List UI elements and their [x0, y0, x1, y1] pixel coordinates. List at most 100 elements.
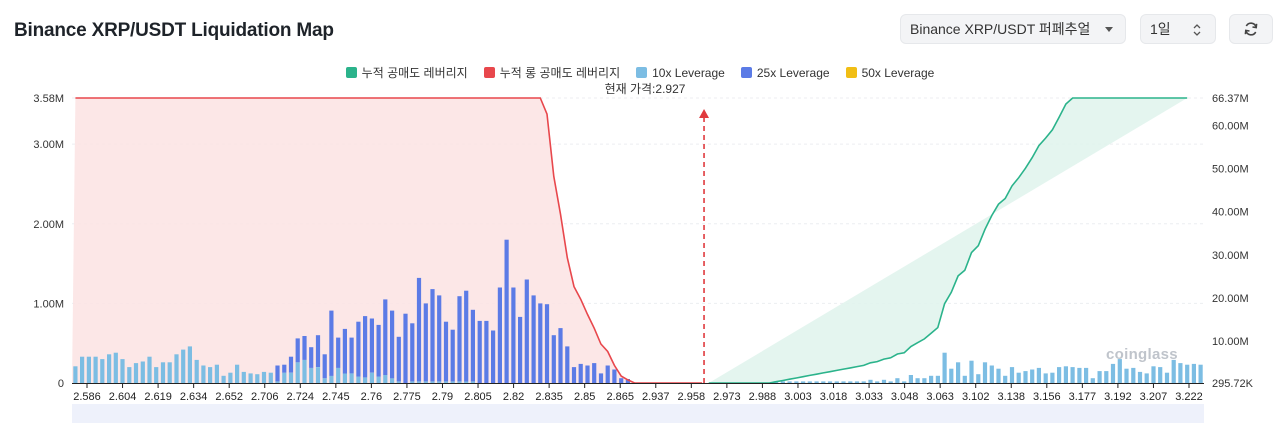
bar-10x [302, 359, 307, 383]
bar-10x [787, 381, 792, 383]
bar-25x [518, 316, 523, 383]
legend-label: 50x Leverage [861, 65, 935, 80]
bar-25x [571, 367, 577, 383]
y-right-tick-label: 60.00M [1212, 120, 1249, 132]
legend-item[interactable]: 25x Leverage [740, 64, 830, 81]
pair-select[interactable]: Binance XRP/USDT 퍼페추얼 [900, 14, 1126, 44]
bar-10x [1158, 367, 1163, 383]
bar-10x [248, 373, 253, 383]
bar-10x [976, 374, 981, 383]
bar-10x [315, 367, 321, 383]
bar-10x [430, 381, 435, 383]
bar-25x [396, 336, 401, 382]
bar-10x [1097, 371, 1102, 383]
bar-10x [369, 372, 374, 383]
bar-10x [1077, 367, 1082, 383]
legend-item[interactable]: 누적 공매도 레버리지 [345, 64, 468, 81]
bar-10x [349, 373, 354, 383]
bar-10x [261, 371, 267, 383]
bar-25x [524, 279, 529, 383]
bar-10x [1151, 366, 1156, 383]
bar-10x [181, 349, 186, 383]
bar-10x [363, 377, 368, 383]
bar-25x [288, 356, 294, 373]
x-tick-label: 3.102 [962, 391, 990, 403]
chart-legend: 누적 공매도 레버리지 누적 롱 공매도 레버리지 10x Leverage 25x … [0, 64, 1280, 81]
bar-25x [504, 239, 509, 383]
period-select[interactable]: 1일 [1140, 14, 1216, 44]
bar-10x [935, 375, 940, 383]
bar-10x [342, 373, 347, 383]
bar-10x [194, 359, 199, 383]
bar-10x [322, 378, 327, 383]
bar-25x [544, 304, 550, 383]
bar-25x [295, 338, 300, 363]
bar-10x [1023, 371, 1028, 383]
legend-item[interactable]: 50x Leverage [845, 64, 935, 81]
page-title: Binance XRP/USDT Liquidation Map [14, 20, 334, 41]
bar-10x [376, 376, 381, 383]
bar-10x [309, 367, 314, 383]
legend-item[interactable]: 누적 롱 공매도 레버리지 [483, 64, 621, 81]
x-tick-label: 2.937 [642, 391, 670, 403]
pair-select-value: Binance XRP/USDT 퍼페추얼 [910, 21, 1091, 37]
x-tick-label: 3.177 [1069, 391, 1097, 403]
bar-10x [282, 372, 287, 383]
up-down-chevron-icon [1193, 24, 1201, 36]
bar-10x [396, 381, 401, 383]
bar-10x [1070, 367, 1075, 383]
bar-25x [497, 287, 502, 383]
bar-10x [780, 381, 785, 383]
bar-10x [989, 365, 994, 383]
bar-10x [1104, 371, 1109, 383]
bar-25x [423, 303, 428, 382]
bar-10x [1110, 363, 1116, 383]
bar-10x [834, 381, 839, 383]
coinglass-watermark: coinglass [1106, 346, 1178, 363]
bar-10x [1043, 373, 1048, 383]
x-tick-label: 2.586 [73, 391, 101, 403]
bar-25x [551, 335, 556, 383]
bar-10x [187, 346, 192, 383]
bar-10x [1198, 364, 1203, 383]
bar-10x [949, 368, 954, 383]
bar-25x [592, 363, 597, 383]
bar-10x [107, 354, 112, 383]
bar-25x [275, 365, 280, 382]
bar-10x [383, 375, 388, 383]
bar-10x [929, 375, 934, 383]
x-tick-label: 2.775 [393, 391, 421, 403]
bar-25x [491, 330, 496, 383]
current-price-label: 현재 가격:2.927 [0, 80, 1280, 97]
x-tick-label: 2.988 [749, 391, 777, 403]
bar-25x [619, 378, 624, 383]
chart-zoom-scrollbar[interactable] [72, 404, 1204, 423]
bar-10x [147, 356, 152, 383]
x-tick-label: 3.003 [784, 391, 812, 403]
bar-10x [174, 354, 179, 383]
legend-label: 누적 롱 공매도 레버리지 [499, 66, 621, 80]
y-left-tick-label: 1.00M [33, 298, 64, 310]
bar-10x [861, 381, 866, 383]
bar-10x [1084, 367, 1089, 383]
legend-item[interactable]: 10x Leverage [636, 64, 725, 81]
legend-swatch [636, 67, 648, 78]
bar-10x [208, 367, 213, 383]
bar-10x [915, 378, 920, 383]
bar-10x [875, 381, 880, 383]
bar-25x [309, 347, 314, 368]
bar-25x [356, 321, 361, 377]
refresh-button[interactable] [1229, 14, 1273, 44]
bar-10x [1050, 372, 1055, 383]
short-cumulative-line [708, 97, 1188, 384]
y-right-tick-label: 20.00M [1212, 293, 1249, 305]
bar-25x [315, 335, 321, 367]
bar-10x [457, 381, 462, 383]
bar-10x [241, 371, 246, 383]
bar-25x [612, 369, 617, 383]
bar-25x [430, 289, 435, 382]
bar-10x [841, 381, 846, 383]
bar-10x [942, 352, 947, 383]
bar-10x [895, 378, 900, 383]
bar-10x [464, 381, 469, 383]
